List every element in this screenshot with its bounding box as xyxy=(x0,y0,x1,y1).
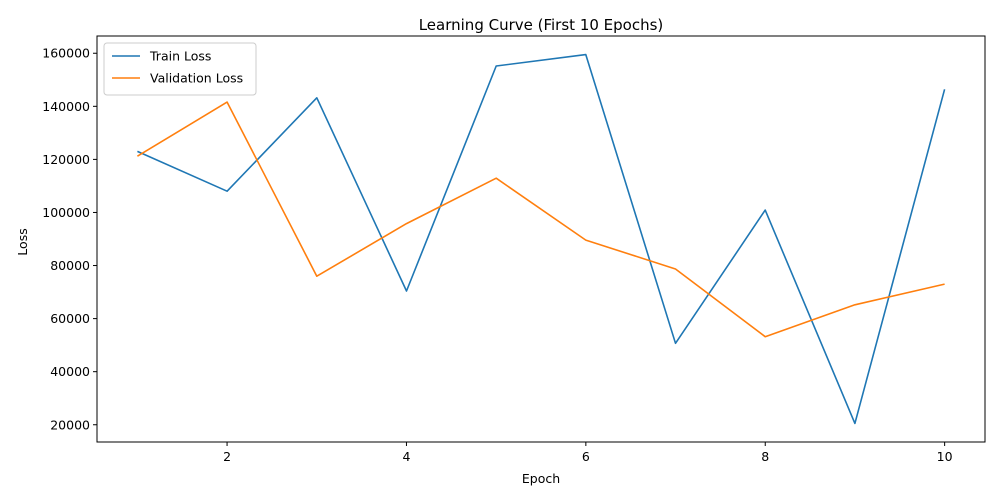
y-axis: 20000 40000 60000 80000 100000 120000 140000 16… xyxy=(42,46,97,432)
x-tick-label: 4 xyxy=(402,449,410,464)
validation-loss-line xyxy=(136,101,945,338)
y-tick-label: 120000 xyxy=(42,152,90,167)
train-loss-line xyxy=(137,53,946,425)
y-tick-label: 160000 xyxy=(42,46,90,61)
x-tick-label: 8 xyxy=(761,449,769,464)
y-tick-label: 140000 xyxy=(42,99,90,114)
y-tick-label: 20000 xyxy=(50,417,90,432)
series-lines xyxy=(136,53,946,425)
x-axis-label: Epoch xyxy=(522,471,560,486)
x-tick-label: 10 xyxy=(937,449,953,464)
y-tick-label: 40000 xyxy=(50,364,90,379)
x-axis: 2 4 6 8 10 xyxy=(223,442,953,464)
legend-box xyxy=(103,42,257,96)
x-tick-label: 6 xyxy=(582,449,590,464)
y-tick-label: 60000 xyxy=(50,311,90,326)
legend: Train Loss Validation Loss xyxy=(103,42,257,96)
x-tick-label: 2 xyxy=(223,449,231,464)
plot-frame xyxy=(96,35,986,443)
y-tick-label: 80000 xyxy=(50,258,90,273)
legend-label-train-loss: Train Loss xyxy=(149,49,211,64)
y-tick-label: 100000 xyxy=(42,205,90,220)
chart-title: Learning Curve (First 10 Epochs) xyxy=(419,16,664,34)
plot-area xyxy=(96,35,986,443)
y-axis-label: Loss xyxy=(15,228,30,255)
legend-label-validation-loss: Validation Loss xyxy=(150,71,243,86)
